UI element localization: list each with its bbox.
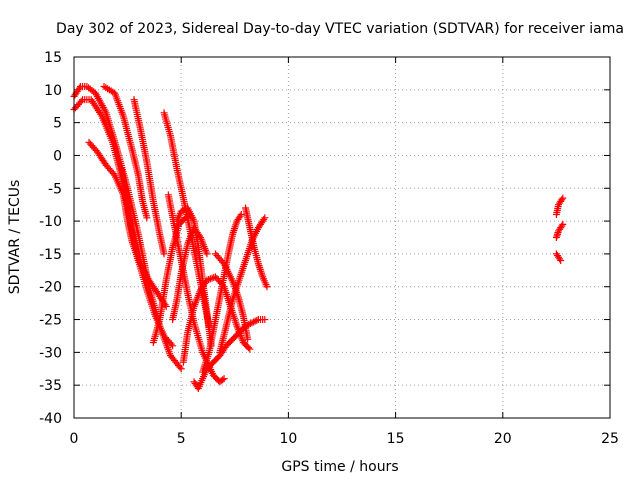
data-point — [169, 342, 177, 350]
data-point — [143, 214, 151, 222]
data-point — [559, 220, 567, 228]
data-point — [77, 97, 85, 105]
y-tick-label: -15 — [39, 247, 62, 263]
data-point — [559, 194, 567, 202]
data-point — [244, 335, 252, 343]
y-tick-label: 0 — [53, 148, 62, 164]
data-point — [176, 363, 184, 371]
data-point — [177, 365, 185, 373]
data-points — [70, 83, 567, 392]
x-tick-label: 10 — [279, 431, 297, 447]
y-tick-label: -30 — [39, 345, 62, 361]
grid — [74, 57, 610, 418]
y-tick-label: 5 — [53, 116, 62, 132]
x-tick-label: 25 — [601, 431, 619, 447]
series-track-17 — [242, 204, 271, 291]
x-tick-label: 0 — [70, 431, 79, 447]
data-point — [205, 276, 213, 284]
data-point — [557, 256, 565, 264]
data-point — [167, 340, 175, 348]
data-point — [558, 222, 566, 230]
chart-title: Day 302 of 2023, Sidereal Day-to-day VTE… — [56, 21, 624, 37]
data-point — [253, 316, 261, 324]
y-axis-label: SDTVAR / TECUs — [7, 180, 23, 295]
data-point — [250, 318, 258, 326]
x-axis-label: GPS time / hours — [281, 459, 398, 475]
series-track-19 — [552, 220, 567, 241]
data-point — [261, 214, 269, 222]
y-tick-label: -5 — [48, 181, 62, 197]
data-point — [219, 376, 227, 384]
data-point — [556, 255, 564, 263]
data-point — [203, 250, 211, 258]
data-point — [261, 316, 269, 324]
y-tick-label: -10 — [39, 214, 62, 230]
data-point — [245, 344, 253, 352]
data-point — [219, 258, 227, 266]
data-point — [109, 170, 117, 178]
series-track-5 — [117, 165, 170, 310]
data-point — [75, 84, 83, 92]
data-point — [260, 215, 268, 223]
y-tick-label: 15 — [44, 50, 62, 66]
data-point — [558, 196, 566, 204]
data-point — [246, 320, 254, 328]
data-point — [210, 274, 218, 282]
data-point — [263, 283, 271, 291]
x-tick-label: 15 — [387, 431, 405, 447]
y-tick-label: -25 — [39, 313, 62, 329]
data-point — [236, 212, 244, 220]
x-tick-label: 5 — [177, 431, 186, 447]
series-track-14 — [199, 211, 245, 376]
y-tick-label: -40 — [39, 411, 62, 427]
series-track-13 — [190, 316, 269, 392]
x-tick-label: 20 — [494, 431, 512, 447]
data-point — [162, 302, 170, 310]
data-point — [248, 319, 256, 327]
series-track-6 — [130, 96, 168, 258]
y-tick-label: -35 — [39, 378, 62, 394]
series-track-20 — [552, 250, 565, 264]
series-track-4 — [100, 83, 151, 222]
axes: -40 -35 -30 -25 -20 -15 -10 -5 0 5 10 15 0 5 10 15 20 25 — [39, 50, 619, 447]
series-track-11 — [173, 204, 215, 350]
data-point — [203, 276, 211, 284]
series-track-15 — [212, 250, 252, 343]
data-point — [237, 211, 245, 219]
y-tick-label: -20 — [39, 280, 62, 296]
plot-frame — [73, 56, 611, 419]
data-point — [160, 250, 168, 258]
data-point — [246, 345, 254, 353]
data-point — [220, 375, 228, 383]
data-point — [251, 317, 259, 325]
series-track-18 — [552, 194, 567, 219]
data-point — [177, 207, 185, 215]
data-point — [206, 275, 214, 283]
series-track-10 — [169, 224, 211, 324]
y-tick-label: 10 — [44, 83, 62, 99]
series-track-7 — [149, 214, 189, 347]
